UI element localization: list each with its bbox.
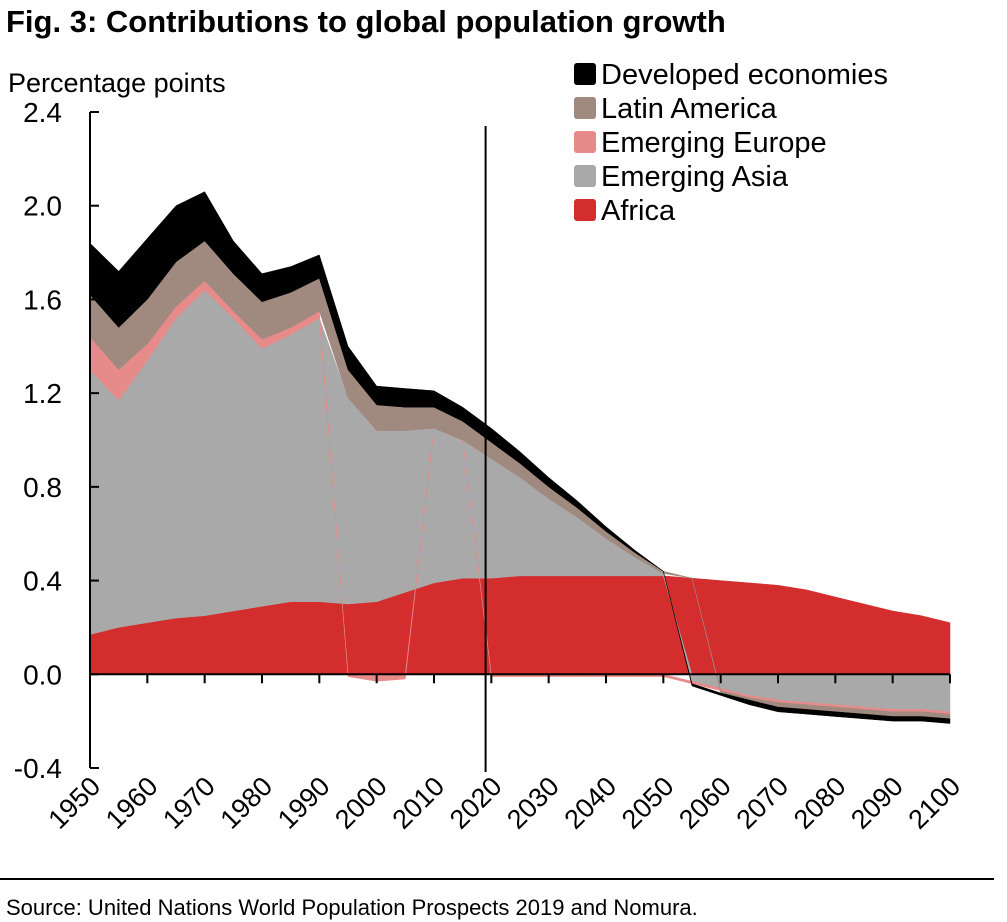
chart-svg: 2.42.01.61.20.80.40.0-0.4195019601970198… xyxy=(8,59,967,835)
x-tick-label: 1960 xyxy=(100,771,164,835)
y-tick-label: 2.4 xyxy=(23,97,62,128)
legend-label-africa: Africa xyxy=(601,195,676,227)
x-tick-label: 2100 xyxy=(903,771,967,835)
stacked-area-layer xyxy=(89,191,951,724)
y-tick-label: 0.8 xyxy=(23,472,62,503)
x-tick-label: 2020 xyxy=(444,771,508,835)
y-tick-label: 0.4 xyxy=(23,566,62,597)
y-axis-unit-label: Percentage points xyxy=(8,68,226,98)
y-tick-label: 1.6 xyxy=(23,284,62,315)
x-tick-label: 2050 xyxy=(616,771,680,835)
x-tick-label: 2070 xyxy=(731,771,795,835)
x-tick-label: 2080 xyxy=(788,771,852,835)
x-tick-label: 2000 xyxy=(329,771,393,835)
y-tick-label: 0.0 xyxy=(23,659,62,690)
source-note: Source: United Nations World Population … xyxy=(6,895,698,920)
legend-swatch-emerging-asia xyxy=(574,165,596,187)
y-tick-label: 2.0 xyxy=(23,191,62,222)
x-tick-label: 2040 xyxy=(559,771,623,835)
chart-title: Fig. 3: Contributions to global populati… xyxy=(6,4,726,39)
footer-divider xyxy=(0,878,994,880)
legend-swatch-developed-economies xyxy=(574,63,596,85)
x-tick-label: 2090 xyxy=(845,771,909,835)
x-tick-label: 2010 xyxy=(387,771,451,835)
y-tick-label: -0.4 xyxy=(14,753,62,784)
legend-label-emerging-europe: Emerging Europe xyxy=(601,127,827,159)
legend-swatch-latin-america xyxy=(574,97,596,119)
legend-swatch-emerging-europe xyxy=(574,131,596,153)
area-developed-economies xyxy=(89,191,951,724)
x-tick-label: 2060 xyxy=(673,771,737,835)
x-tick-label: 1980 xyxy=(215,771,279,835)
x-tick-label: 1970 xyxy=(157,771,221,835)
legend-label-developed-economies: Developed economies xyxy=(601,59,888,91)
y-tick-label: 1.2 xyxy=(23,378,62,409)
legend-label-latin-america: Latin America xyxy=(601,93,778,125)
x-tick-label: 2030 xyxy=(501,771,565,835)
legend-swatch-africa xyxy=(574,199,596,221)
x-tick-label: 1990 xyxy=(272,771,336,835)
legend-label-emerging-asia: Emerging Asia xyxy=(601,161,789,193)
